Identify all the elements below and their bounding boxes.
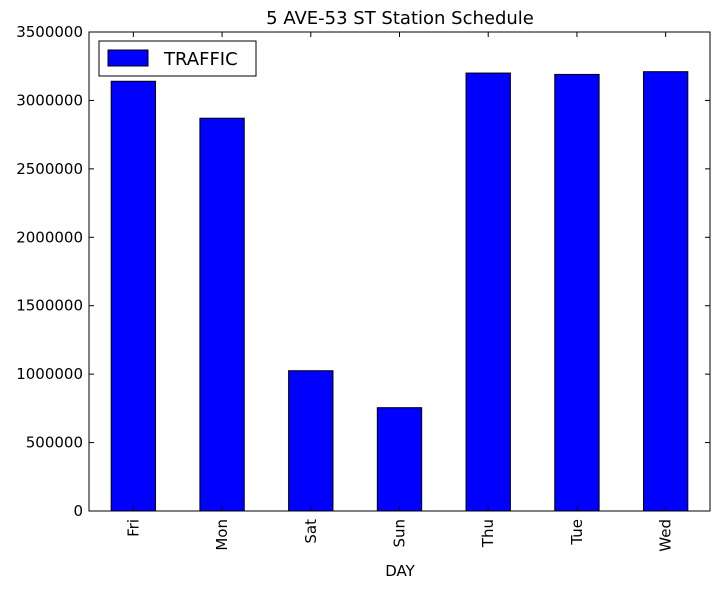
- x-tick-label: Sun: [391, 519, 409, 548]
- x-axis: Fri Mon Sat Sun Thu Tue Wed: [124, 32, 675, 552]
- bar-series: [110, 71, 689, 512]
- x-tick-label: Sat: [302, 519, 320, 544]
- x-tick-label: Wed: [657, 519, 675, 552]
- x-tick-label: Tue: [568, 519, 586, 546]
- bar-sun: [376, 407, 423, 512]
- bar-fri: [110, 80, 157, 512]
- y-tick-label: 2500000: [16, 160, 83, 178]
- y-tick-label: 500000: [26, 434, 83, 452]
- bar-wed: [642, 71, 689, 512]
- bar-sat: [288, 370, 334, 512]
- y-tick-label: 3500000: [16, 23, 83, 41]
- y-axis: 0 500000 1000000 1500000 2000000 2500000 30000…: [16, 23, 710, 520]
- legend-label: TRAFFIC: [163, 49, 238, 70]
- x-tick-label: Fri: [124, 519, 142, 537]
- x-tick-label: Mon: [213, 519, 231, 551]
- y-tick-label: 1000000: [16, 365, 83, 383]
- plot-frame: [88, 31, 711, 512]
- y-tick-label: 0: [73, 502, 83, 520]
- bar-tue: [554, 73, 600, 512]
- y-tick-label: 2000000: [16, 228, 83, 246]
- legend: TRAFFIC: [98, 40, 257, 77]
- chart-title: 5 AVE-53 ST Station Schedule: [266, 8, 534, 29]
- bar-mon: [199, 117, 245, 512]
- y-tick-label: 1500000: [16, 297, 83, 315]
- y-tick-label: 3000000: [16, 91, 83, 109]
- x-tick-label: Thu: [479, 519, 497, 548]
- bar-thu: [465, 72, 511, 512]
- legend-swatch: [107, 49, 149, 67]
- x-axis-label: DAY: [385, 562, 415, 580]
